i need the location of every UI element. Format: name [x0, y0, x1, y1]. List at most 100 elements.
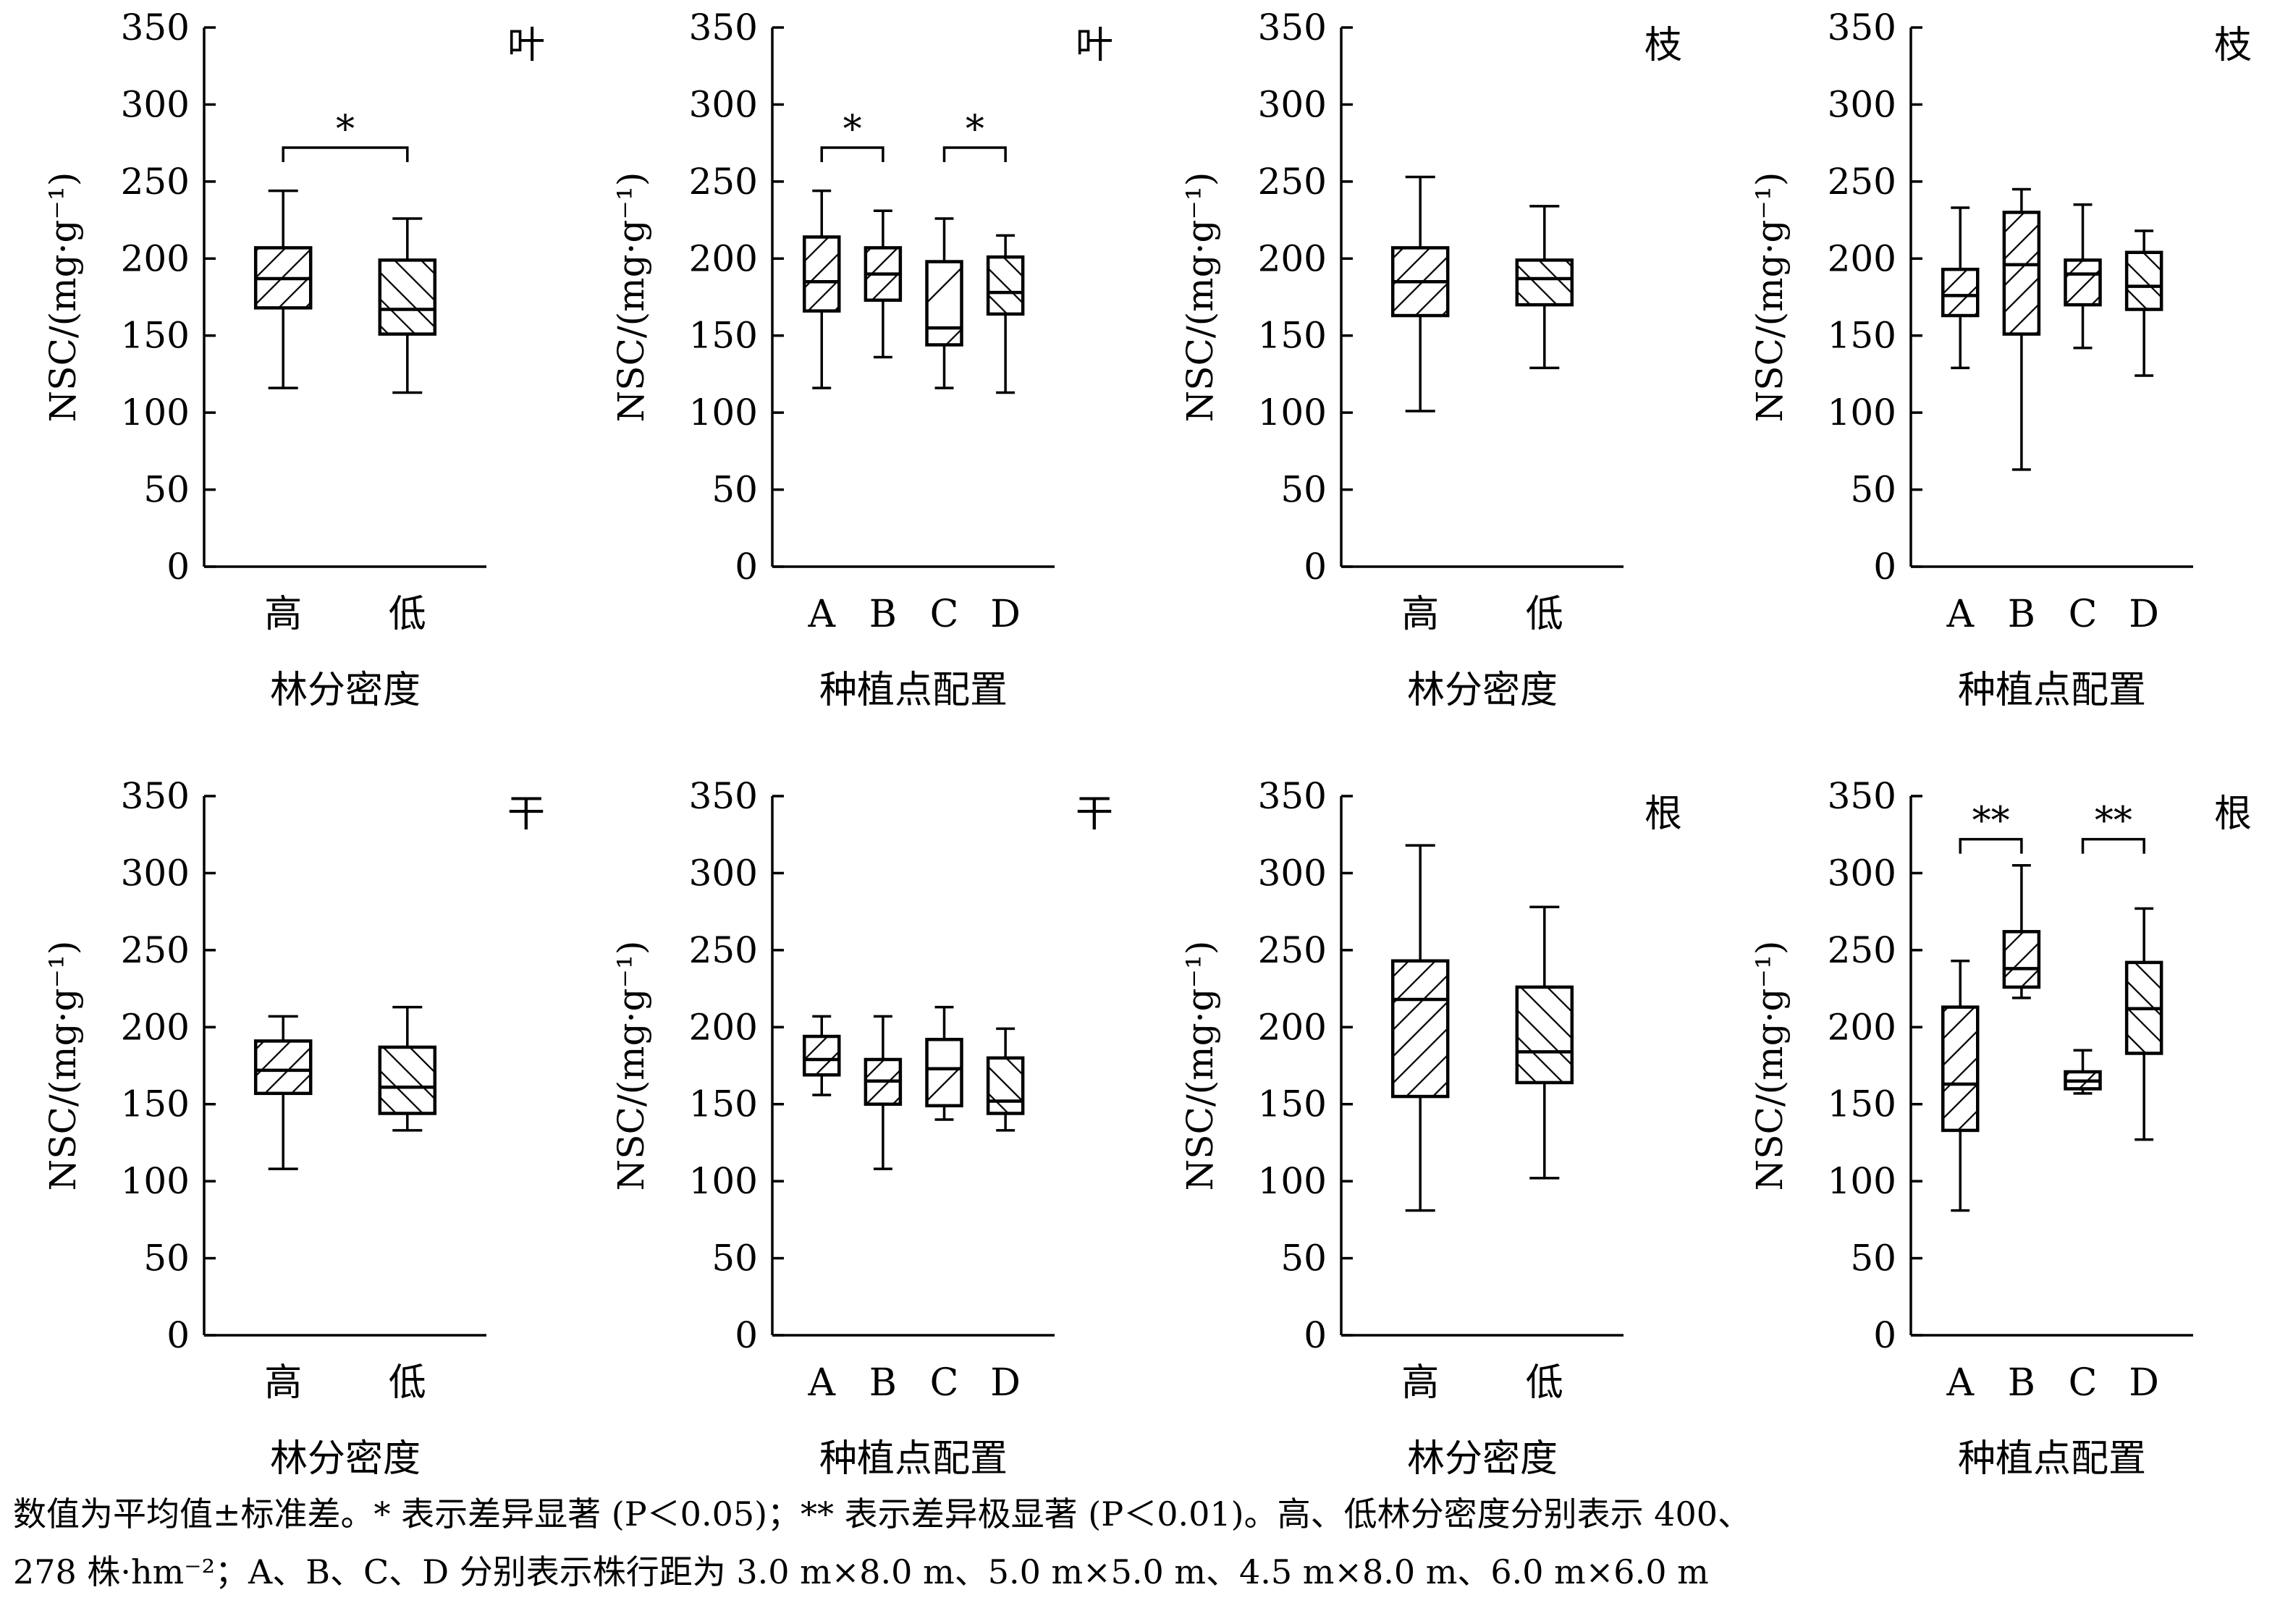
y-tick-label: 150 [1828, 1083, 1896, 1125]
box-A [1941, 267, 1980, 318]
y-tick-label: 50 [712, 469, 758, 511]
x-axis-label: 种植点配置 [819, 1437, 1008, 1476]
y-tick-label: 150 [1258, 315, 1327, 357]
box-低 [378, 1045, 437, 1115]
panel-7: 0 50 100 150 200 250 300 350 NSC/(mg·g⁻¹) 根高 低林分密度 [1179, 775, 1682, 1476]
y-tick-label: 300 [1258, 852, 1327, 894]
x-tick-label: A [807, 593, 836, 636]
x-tick-label: B [2008, 1361, 2035, 1405]
box-D [2124, 250, 2163, 311]
y-tick-label: 300 [121, 852, 190, 894]
x-tick-label: 低 [389, 593, 426, 636]
y-tick-label: 200 [689, 237, 758, 279]
y-tick-label: 100 [689, 392, 758, 434]
y-tick-label: 50 [143, 1238, 190, 1280]
x-tick-label: A [1946, 1361, 1975, 1405]
x-tick-label: 高 [264, 593, 302, 636]
y-tick-label: 250 [1828, 929, 1896, 971]
box-C [925, 260, 963, 347]
x-tick-label: B [2008, 593, 2035, 636]
panel-3: 0 50 100 150 200 250 300 350 NSC/(mg·g⁻¹) 枝高 低林分密度 [1179, 7, 1682, 712]
y-tick-label: 250 [689, 929, 758, 971]
x-axis-label: 林分密度 [270, 1437, 421, 1476]
caption-line-1: 数值为平均值±标准差。* 表示差异显著 (P＜0.05)；** 表示差异极显著 … [13, 1494, 1751, 1534]
x-tick-label: 高 [1401, 593, 1439, 636]
panel-label: 干 [507, 792, 545, 836]
y-tick-label: 100 [1828, 392, 1896, 434]
y-tick-label: 150 [689, 1083, 758, 1125]
y-tick-label: 150 [1828, 315, 1896, 357]
x-tick-label: A [1946, 593, 1975, 636]
y-tick-label: 250 [121, 161, 190, 203]
x-tick-label: C [930, 1361, 959, 1405]
x-tick-label: B [869, 1361, 897, 1405]
y-tick-label: 300 [121, 83, 190, 125]
x-tick-label: B [869, 593, 897, 636]
y-axis-label: NSC/(mg·g⁻¹) [1179, 941, 1221, 1191]
y-tick-label: 0 [1304, 1314, 1327, 1356]
significance-label: * [336, 108, 355, 151]
panel-5: 0 50 100 150 200 250 300 350 NSC/(mg·g⁻¹) 干高 低林分密度 [42, 775, 545, 1476]
y-tick-label: 0 [735, 546, 758, 588]
x-axis-label: 林分密度 [1407, 1437, 1558, 1476]
y-tick-label: 200 [121, 237, 190, 279]
y-tick-label: 250 [121, 929, 190, 971]
y-tick-label: 200 [1258, 1006, 1327, 1048]
figure-caption: 数值为平均值±标准差。* 表示差异显著 (P＜0.05)；** 表示差异极显著 … [13, 1485, 2264, 1601]
box-A [803, 1034, 841, 1077]
y-axis-label: NSC/(mg·g⁻¹) [1749, 172, 1791, 423]
x-axis-label: 林分密度 [1407, 669, 1558, 712]
box-C [925, 1038, 963, 1108]
y-tick-label: 350 [121, 775, 190, 817]
y-tick-label: 100 [1258, 392, 1327, 434]
y-tick-label: 150 [121, 315, 190, 357]
y-tick-label: 350 [689, 775, 758, 817]
y-tick-label: 50 [1280, 469, 1327, 511]
y-tick-label: 200 [1828, 237, 1896, 279]
y-tick-label: 200 [689, 1006, 758, 1048]
y-axis-label: NSC/(mg·g⁻¹) [610, 941, 652, 1191]
y-tick-label: 150 [1258, 1083, 1327, 1125]
x-axis-label: 种植点配置 [819, 669, 1008, 712]
x-tick-label: D [2129, 593, 2159, 636]
box-低 [1515, 985, 1574, 1085]
significance-bracket [282, 146, 409, 163]
box-A [1941, 1005, 1980, 1133]
panel-label: 叶 [1076, 24, 1113, 67]
y-tick-label: 350 [1258, 7, 1327, 48]
significance-label: * [843, 108, 862, 151]
panel-2: 0 50 100 150 200 250 300 350 NSC/(mg·g⁻¹) 叶 A B C D 种植… [610, 7, 1113, 712]
y-tick-label: 150 [121, 1083, 190, 1125]
y-axis-label: NSC/(mg·g⁻¹) [42, 941, 84, 1191]
y-tick-label: 300 [1828, 852, 1896, 894]
significance-bracket [820, 146, 884, 163]
x-tick-label: 低 [1526, 593, 1563, 636]
y-tick-label: 300 [1828, 83, 1896, 125]
x-tick-label: C [2069, 593, 2098, 636]
y-tick-label: 0 [166, 546, 190, 588]
box-低 [378, 258, 437, 336]
y-tick-label: 0 [1873, 546, 1896, 588]
y-tick-label: 250 [1258, 161, 1327, 203]
panel-6: 0 50 100 150 200 250 300 350 NSC/(mg·g⁻¹) 干 A B C D 种植… [610, 775, 1113, 1476]
significance-bracket [942, 146, 1007, 163]
y-axis-label: NSC/(mg·g⁻¹) [610, 172, 652, 423]
x-tick-label: 低 [1526, 1361, 1563, 1405]
panel-label: 枝 [2214, 24, 2252, 67]
box-高 [253, 1039, 313, 1096]
x-tick-label: 高 [1401, 1361, 1439, 1405]
y-tick-label: 0 [166, 1314, 190, 1356]
x-tick-label: D [2129, 1361, 2159, 1405]
y-tick-label: 200 [1258, 237, 1327, 279]
box-C [2064, 258, 2102, 307]
y-tick-label: 350 [1258, 775, 1327, 817]
y-tick-label: 50 [712, 1238, 758, 1280]
y-tick-label: 50 [1850, 1238, 1896, 1280]
box-低 [1515, 258, 1574, 307]
y-tick-label: 250 [689, 161, 758, 203]
significance-label: ** [2095, 800, 2132, 843]
y-tick-label: 100 [121, 1160, 190, 1202]
box-B [2002, 211, 2041, 336]
y-tick-label: 350 [1828, 7, 1896, 48]
panel-label: 叶 [507, 24, 545, 67]
